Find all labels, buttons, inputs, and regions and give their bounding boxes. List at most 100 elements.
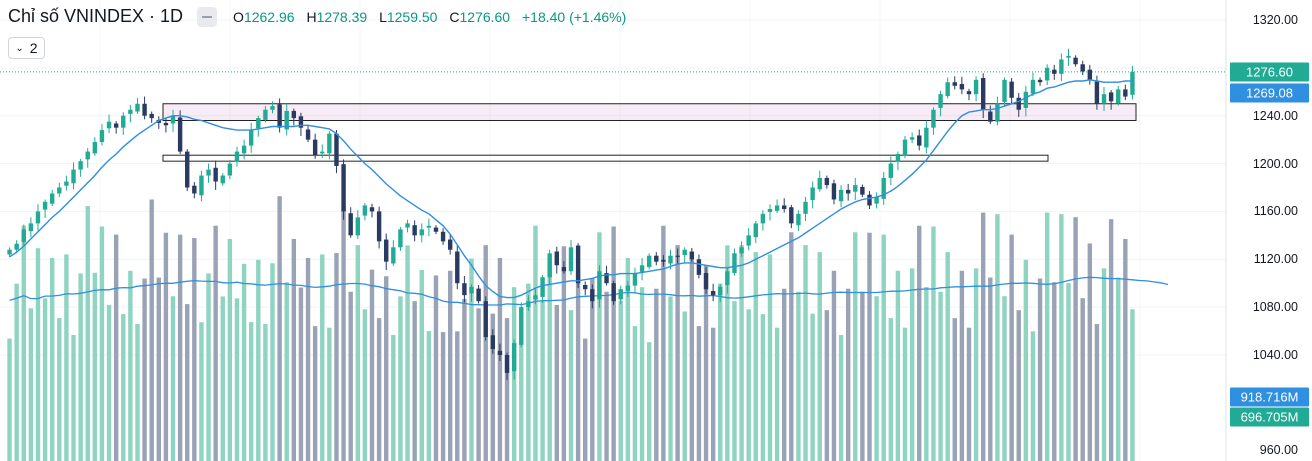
change-value: +18.40 (+1.46%) xyxy=(521,8,627,25)
candle-body xyxy=(149,113,154,119)
volume-bar xyxy=(959,270,965,461)
volume-bar xyxy=(419,269,424,461)
volume-bar xyxy=(646,342,652,461)
volume-bar xyxy=(782,288,787,461)
candle-body xyxy=(675,255,680,257)
volume-bar xyxy=(248,322,254,461)
candle-body xyxy=(902,139,908,156)
volume-bar xyxy=(817,252,822,461)
candle-body xyxy=(64,181,69,186)
volume-bar xyxy=(348,291,353,461)
candle-body xyxy=(1030,79,1036,94)
volume-bar xyxy=(1052,282,1057,461)
candle-body xyxy=(796,213,801,226)
candle-body xyxy=(718,286,723,296)
candle-body xyxy=(867,194,872,206)
candle-body xyxy=(142,103,147,116)
candle-body xyxy=(320,151,325,154)
volume-bar xyxy=(177,234,183,461)
candle-body xyxy=(860,186,865,195)
indicator-toggle-button[interactable]: ⌄ 2 xyxy=(8,37,45,59)
volume-bar xyxy=(277,196,282,461)
volume-bar xyxy=(42,298,48,461)
volume-bar xyxy=(860,291,865,461)
candle-body xyxy=(128,109,133,114)
volume-bar xyxy=(156,277,162,461)
volume-bar xyxy=(447,270,453,461)
volume-bar xyxy=(803,245,808,461)
candle-body xyxy=(419,229,424,236)
close-value: 1276.60 xyxy=(459,8,511,25)
candle-body xyxy=(42,201,48,210)
volume-bar xyxy=(320,254,325,461)
volume-bar xyxy=(291,238,297,461)
candle-body xyxy=(774,205,780,211)
volume-bar xyxy=(909,268,915,461)
volume-bar xyxy=(1101,268,1107,461)
price-tick-label: 1160.00 xyxy=(1253,204,1298,219)
candle-body xyxy=(57,187,62,194)
volume-bar xyxy=(547,257,552,461)
volume-bar xyxy=(1023,259,1029,461)
price-tick-label: 1120.00 xyxy=(1253,252,1298,267)
low-value: 1259.50 xyxy=(386,8,438,25)
candle-body xyxy=(739,247,744,254)
volume-bar xyxy=(298,287,304,461)
candle-body xyxy=(121,115,126,128)
candle-body xyxy=(661,259,666,262)
volume-bar xyxy=(369,269,375,461)
volume-bar xyxy=(703,265,709,461)
volume-bar xyxy=(1116,277,1121,461)
volume-bar xyxy=(917,225,922,461)
volume-bar xyxy=(895,270,901,461)
volume-bar xyxy=(78,273,83,461)
candle-body xyxy=(838,189,844,202)
volume-bar xyxy=(426,331,432,461)
volume-bar xyxy=(888,318,894,461)
candle-body xyxy=(355,217,360,236)
candle-body xyxy=(213,167,218,182)
candle-body xyxy=(980,78,986,110)
volume-bar xyxy=(526,283,531,461)
candle-body xyxy=(71,169,76,184)
candle-body xyxy=(966,91,972,95)
volume-bar xyxy=(504,318,510,461)
candle-body xyxy=(831,183,837,200)
candle-body xyxy=(1052,69,1057,74)
candle-body xyxy=(1016,97,1021,110)
zone-1 xyxy=(162,154,1049,162)
volume-bar xyxy=(270,263,275,461)
chart-title: Chỉ số VNINDEX · 1D xyxy=(8,6,184,26)
open-value: 1262.96 xyxy=(243,8,295,25)
candle-body xyxy=(1094,81,1100,104)
candle-body xyxy=(511,343,517,372)
candle-body xyxy=(917,135,922,146)
ohlc-values: O1262.96 H1278.39 L1259.50 C1276.60 +18.… xyxy=(233,9,626,25)
volume-bar xyxy=(973,268,979,461)
minimize-legend-icon[interactable] xyxy=(197,6,218,27)
volume-bar xyxy=(142,278,147,461)
candle-body xyxy=(931,109,936,128)
volume-bar xyxy=(1059,214,1064,461)
candle-body xyxy=(590,289,595,302)
candle-body xyxy=(1023,91,1029,108)
candle-body xyxy=(646,255,652,268)
candle-body xyxy=(895,154,901,162)
candle-body xyxy=(689,251,695,260)
candle-body xyxy=(135,103,140,112)
volume-bar xyxy=(838,334,844,461)
volume-bar xyxy=(1130,309,1135,461)
volume-bar xyxy=(305,257,311,461)
candle-body xyxy=(455,251,460,284)
volume-bar xyxy=(924,286,929,461)
volume-bar xyxy=(106,304,112,461)
candle-body xyxy=(248,130,254,146)
candle-body xyxy=(497,350,503,355)
volume-bar xyxy=(746,309,751,461)
volume-bar xyxy=(597,232,602,461)
volume-bar xyxy=(611,226,616,461)
candle-body xyxy=(1066,55,1071,58)
candle-body xyxy=(533,295,538,300)
volume-bar xyxy=(1073,217,1078,461)
